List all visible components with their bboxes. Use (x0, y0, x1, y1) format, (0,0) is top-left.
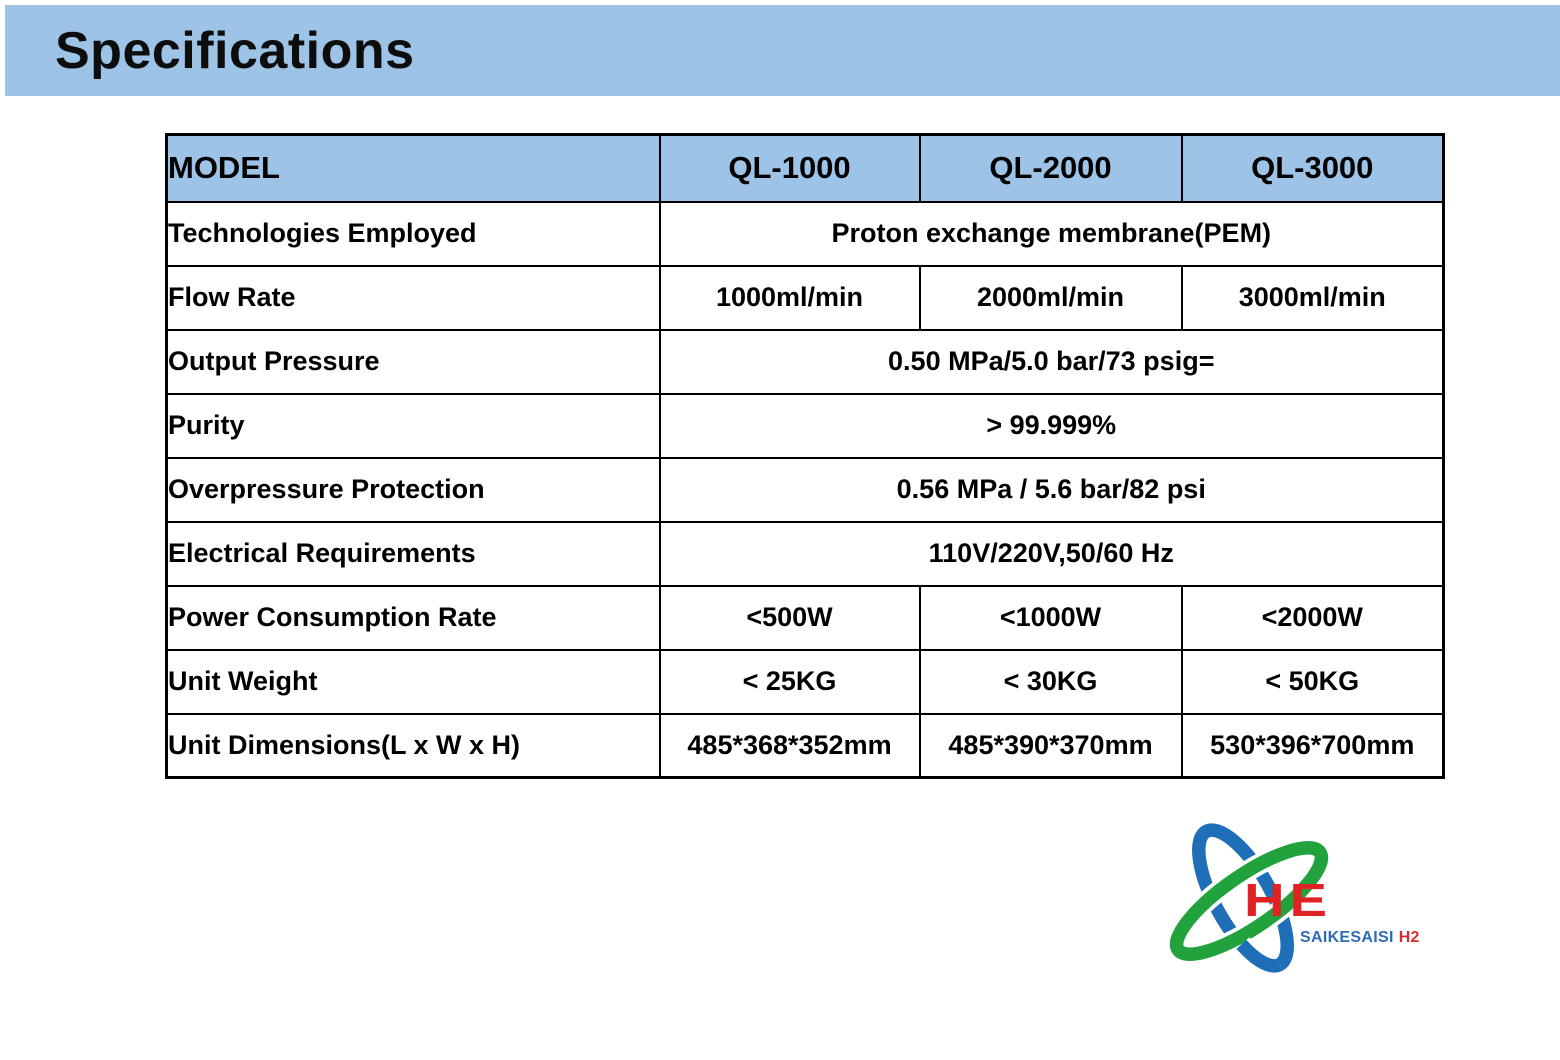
row-label: Output Pressure (165, 328, 661, 395)
logo-subtext-name: SAIKESAISI (1300, 929, 1394, 946)
row-value-ql1000: <500W (658, 584, 921, 651)
table-row-unit-dimensions: Unit Dimensions(L x W x H) 485*368*352mm… (165, 712, 1445, 779)
row-label: Purity (165, 392, 661, 459)
logo-subtext: SAIKESAISI H2 (1300, 929, 1420, 946)
row-value-ql2000: <1000W (918, 584, 1183, 651)
row-value-ql3000: 3000ml/min (1180, 264, 1445, 331)
row-label: Unit Weight (165, 648, 661, 715)
row-value-merged: 0.56 MPa / 5.6 bar/82 psi (658, 456, 1445, 523)
header-col-ql2000: QL-2000 (918, 133, 1183, 203)
row-label: Technologies Employed (165, 200, 661, 267)
title-banner: Specifications (5, 5, 1560, 96)
row-value-ql1000: 1000ml/min (658, 264, 921, 331)
row-label: Electrical Requirements (165, 520, 661, 587)
header-col-ql1000: QL-1000 (658, 133, 921, 203)
row-label: Unit Dimensions(L x W x H) (165, 712, 661, 779)
header-col-ql3000: QL-3000 (1180, 133, 1445, 203)
table-row-power-consumption: Power Consumption Rate <500W <1000W <200… (165, 584, 1445, 651)
table-row-purity: Purity > 99.999% (165, 392, 1445, 459)
row-value-ql2000: 2000ml/min (918, 264, 1183, 331)
row-value-ql1000: 485*368*352mm (658, 712, 921, 779)
row-label: Flow Rate (165, 264, 661, 331)
logo-subtext-h2: H2 (1399, 929, 1420, 946)
row-value-ql2000: 485*390*370mm (918, 712, 1183, 779)
page-title: Specifications (55, 21, 415, 80)
table-row-flow-rate: Flow Rate 1000ml/min 2000ml/min 3000ml/m… (165, 264, 1445, 331)
row-value-merged: > 99.999% (658, 392, 1445, 459)
row-value-ql1000: < 25KG (658, 648, 921, 715)
table-row-technologies: Technologies Employed Proton exchange me… (165, 200, 1445, 267)
row-value-merged: Proton exchange membrane(PEM) (658, 200, 1445, 267)
row-value-ql3000: <2000W (1180, 584, 1445, 651)
row-value-ql3000: < 50KG (1180, 648, 1445, 715)
table-header-row: MODEL QL-1000 QL-2000 QL-3000 (165, 133, 1445, 203)
header-model: MODEL (165, 133, 661, 203)
row-label: Overpressure Protection (165, 456, 661, 523)
table-row-overpressure-protection: Overpressure Protection 0.56 MPa / 5.6 b… (165, 456, 1445, 523)
company-logo: HE SAIKESAISI H2 (1166, 819, 1420, 977)
row-label: Power Consumption Rate (165, 584, 661, 651)
table-row-output-pressure: Output Pressure 0.50 MPa/5.0 bar/73 psig… (165, 328, 1445, 395)
green-orbit-icon (1169, 841, 1329, 961)
blue-orbit-icon (1192, 823, 1294, 973)
table-row-electrical-requirements: Electrical Requirements 110V/220V,50/60 … (165, 520, 1445, 587)
row-value-merged: 0.50 MPa/5.0 bar/73 psig= (658, 328, 1445, 395)
row-value-ql2000: < 30KG (918, 648, 1183, 715)
logo-wordmark: HE (1244, 874, 1332, 926)
row-value-merged: 110V/220V,50/60 Hz (658, 520, 1445, 587)
table-row-unit-weight: Unit Weight < 25KG < 30KG < 50KG (165, 648, 1445, 715)
row-value-ql3000: 530*396*700mm (1180, 712, 1445, 779)
specifications-table: MODEL QL-1000 QL-2000 QL-3000 Technologi… (165, 133, 1445, 779)
